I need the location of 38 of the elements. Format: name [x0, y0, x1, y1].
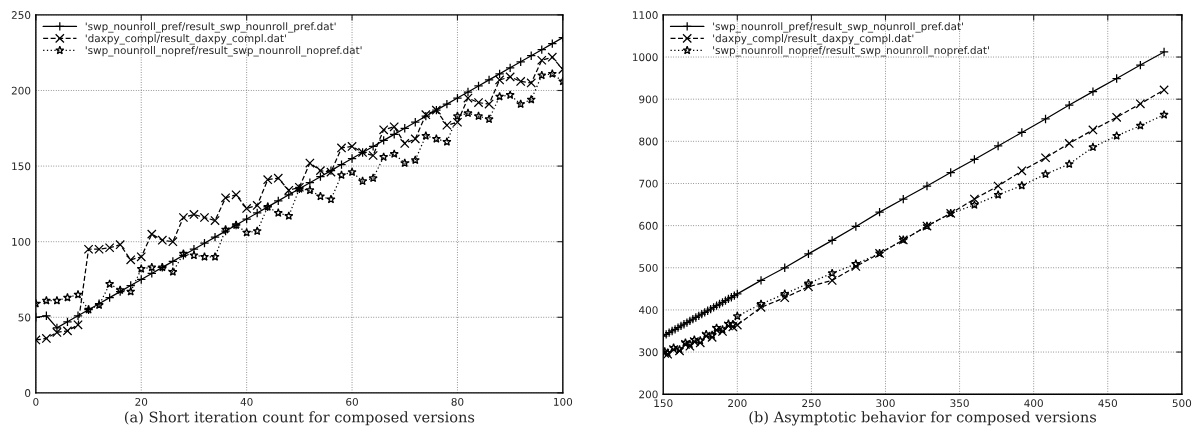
legend-label: 'swp_nounroll_pref/result_swp_nounroll_pref.dat': [85, 22, 336, 33]
x-tick-label: 300: [876, 399, 895, 408]
text: (b) Asymptotic behavior for composed versions: [749, 411, 1097, 426]
y-tick-label: 800: [639, 137, 658, 146]
x-tick-label: 200: [728, 399, 747, 408]
x-tick-label: 500: [1172, 399, 1192, 408]
legend-label: 'daxpy_compl/result_daxpy_compl.dat': [713, 34, 914, 45]
y-tick-label: 200: [11, 86, 31, 95]
legend-label: 'daxpy_compl/result_daxpy_compl.dat': [85, 34, 286, 45]
x-tick-label: 400: [1024, 399, 1043, 408]
y-tick-label: 300: [639, 348, 658, 357]
legend-label: 'swp_nounroll_pref/result_swp_nounroll_pref.dat': [713, 22, 963, 33]
y-tick-label: 1100: [633, 11, 658, 19]
x-tick-label: 80: [451, 397, 464, 406]
y-tick-label: 150: [12, 162, 31, 171]
y-tick-label: 0: [25, 389, 31, 397]
y-tick-label: 100: [12, 237, 31, 246]
x-tick-label: 40: [240, 397, 253, 406]
x-tick-label: 250: [802, 399, 821, 408]
x-tick-label: 100: [554, 397, 573, 406]
y-tick-label: 500: [639, 263, 658, 272]
y-tick-label: 400: [638, 306, 658, 315]
x-tick-label: 60: [346, 397, 358, 406]
legend-label: 'swp_nounroll_nopref/result_swp_nounroll_nopref.dat': [713, 46, 989, 57]
y-tick-label: 1000: [633, 53, 658, 62]
x-tick-label: 0: [33, 397, 39, 406]
y-tick-label: 50: [18, 313, 31, 322]
x-tick-label: 150: [654, 399, 673, 408]
y-tick-label: 200: [639, 390, 658, 399]
y-tick-label: 250: [11, 11, 31, 19]
text: (a) Short iteration count for composed versions: [124, 411, 475, 426]
x-tick-label: 350: [950, 399, 969, 408]
y-tick-label: 700: [639, 179, 658, 188]
x-tick-label: 450: [1098, 399, 1118, 408]
legend-label: 'swp_nounroll_nopref/result_swp_nounroll_nopref.dat': [85, 46, 362, 57]
y-tick-label: 900: [639, 95, 658, 104]
y-tick-label: 600: [639, 221, 658, 230]
x-tick-label: 20: [135, 397, 148, 406]
